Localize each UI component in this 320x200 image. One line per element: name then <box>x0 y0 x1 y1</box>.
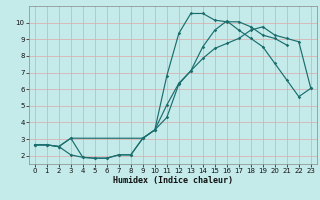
X-axis label: Humidex (Indice chaleur): Humidex (Indice chaleur) <box>113 176 233 185</box>
